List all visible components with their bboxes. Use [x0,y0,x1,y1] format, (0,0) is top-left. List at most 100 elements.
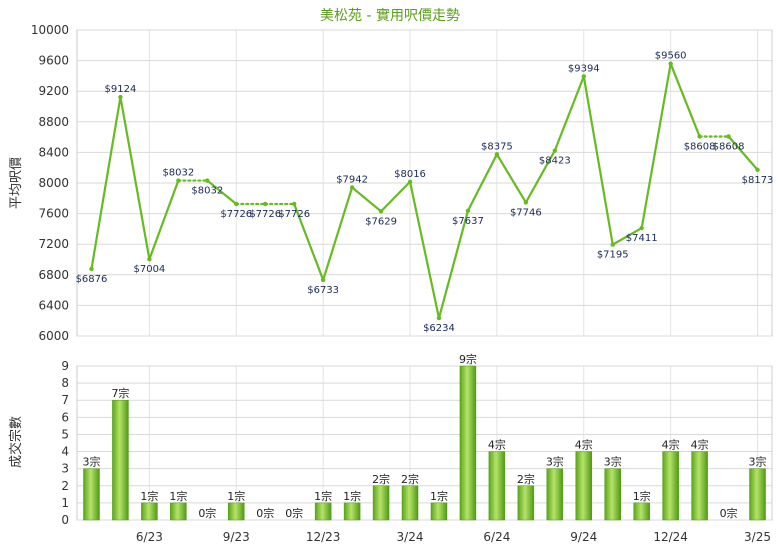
bar [401,485,419,521]
line-point [291,201,297,207]
line-y-tick-label: 7600 [38,207,69,221]
line-data-label: $7195 [597,250,629,261]
line-data-label: $8032 [162,168,194,179]
line-segment [437,209,470,320]
line-segment [640,62,672,230]
line-data-label: $7004 [133,264,165,275]
bar-series: 3宗 7宗 1宗 1宗 0宗 1宗 0宗 0宗 1宗 1宗 2宗 2宗 1宗 9宗 4宗 2宗 3宗 4宗 3宗 1宗… [82,352,767,521]
bar [170,502,187,521]
line-point [552,148,558,153]
line-y-tick-label: 9200 [38,84,69,98]
x-tick-label: 12/24 [653,530,688,544]
x-tick-label: 3/25 [744,530,771,544]
line-data-label: $7726 [220,209,252,220]
bar-y-tick-label: 2 [61,479,69,493]
line-segment [466,153,498,212]
line-point [349,185,355,190]
line-segment [727,135,759,171]
bar [343,502,361,521]
line-point [436,315,442,321]
bar-y-tick-label: 8 [61,376,69,390]
bar [112,399,129,521]
bar-data-label: 3宗 [749,455,767,469]
line-segment [90,95,122,271]
bar [459,365,477,521]
bar-y-tick-label: 7 [61,393,69,407]
line-point [89,266,94,272]
line-segment [611,226,643,246]
line-point [668,61,673,66]
line-point [118,94,123,100]
bar-data-label: 1宗 [169,489,187,503]
bar-data-label: 0宗 [256,506,274,520]
x-ticks: 6/23 9/23 12/23 3/24 6/24 9/24 12/24 3/25 [136,530,771,544]
bar [488,451,506,521]
bar-data-label: 0宗 [198,506,216,520]
line-point [494,152,500,157]
line-data-label: $7726 [278,209,310,220]
line-segment [351,186,383,213]
line-point [523,200,529,205]
line-data-label: $7746 [510,207,542,218]
bar [604,468,621,521]
line-data-label: $8608 [684,141,716,152]
bar-data-label: 1宗 [430,489,448,503]
line-point [581,74,586,79]
bar [228,502,245,521]
bar-data-label: 3宗 [604,455,622,469]
chart-title: 美松苑 - 實用呎價走勢 [320,7,460,24]
x-tick-label: 9/24 [570,530,597,544]
bar [691,451,708,521]
x-tick-label: 3/24 [397,530,424,544]
line-data-label: $8608 [713,141,745,152]
bar-data-label: 4宗 [691,438,709,452]
line-y-tick-label: 6400 [38,298,69,312]
bar [575,451,593,521]
line-segment [119,95,151,261]
bar-data-label: 2宗 [401,472,419,486]
line-point [378,209,384,214]
line-y-tick-label: 7200 [38,237,69,251]
line-data-label: $7637 [452,216,484,227]
line-segment [408,180,441,320]
bar-data-label: 4宗 [575,438,593,452]
line-data-label: $7411 [626,233,658,244]
bar-data-label: 2宗 [372,472,390,486]
line-y-tick-label: 8800 [38,115,69,129]
line-segment [582,75,614,246]
bar [662,451,679,521]
bar-data-label: 0宗 [285,506,303,520]
bar-y-tick-label: 1 [61,496,69,510]
line-segment [669,62,701,138]
line-point [726,134,731,139]
bar-y-tick-label: 4 [61,445,69,459]
line-y-ticks: 6000 6400 6800 7200 7600 8000 8400 8800 9200 9600… [31,23,69,343]
bar-data-label: 1宗 [140,489,158,503]
bar-data-label: 1宗 [633,489,651,503]
bar-y-tick-label: 9 [61,359,69,373]
x-tick-label: 6/24 [483,530,510,544]
x-tick-label: 12/23 [306,530,341,544]
x-tick-label: 6/23 [136,530,163,544]
bar-y-tick-label: 5 [61,427,69,441]
line-data-label: $8032 [191,186,223,197]
line-point [320,277,326,283]
line-data-label: $6234 [423,323,455,334]
line-y-tick-label: 6000 [38,329,69,343]
line-segment [148,179,180,261]
bar-data-label: 4宗 [662,438,680,452]
line-y-tick-label: 10000 [31,23,69,37]
bar-data-label: 1宗 [343,489,361,503]
line-data-label: $8173 [742,175,774,186]
bar-gridlines [76,365,773,521]
bar-y-tick-label: 0 [61,513,69,527]
line-data-label: $8016 [394,169,426,180]
bar-plot-frame [76,365,773,521]
line-point [639,225,644,231]
x-tick-label: 9/23 [223,530,250,544]
line-data-label: $6876 [76,274,108,285]
line-y-axis-label: 平均呎價 [9,157,24,209]
bar-data-label: 4宗 [488,438,506,452]
line-data-label: $9560 [655,51,687,62]
